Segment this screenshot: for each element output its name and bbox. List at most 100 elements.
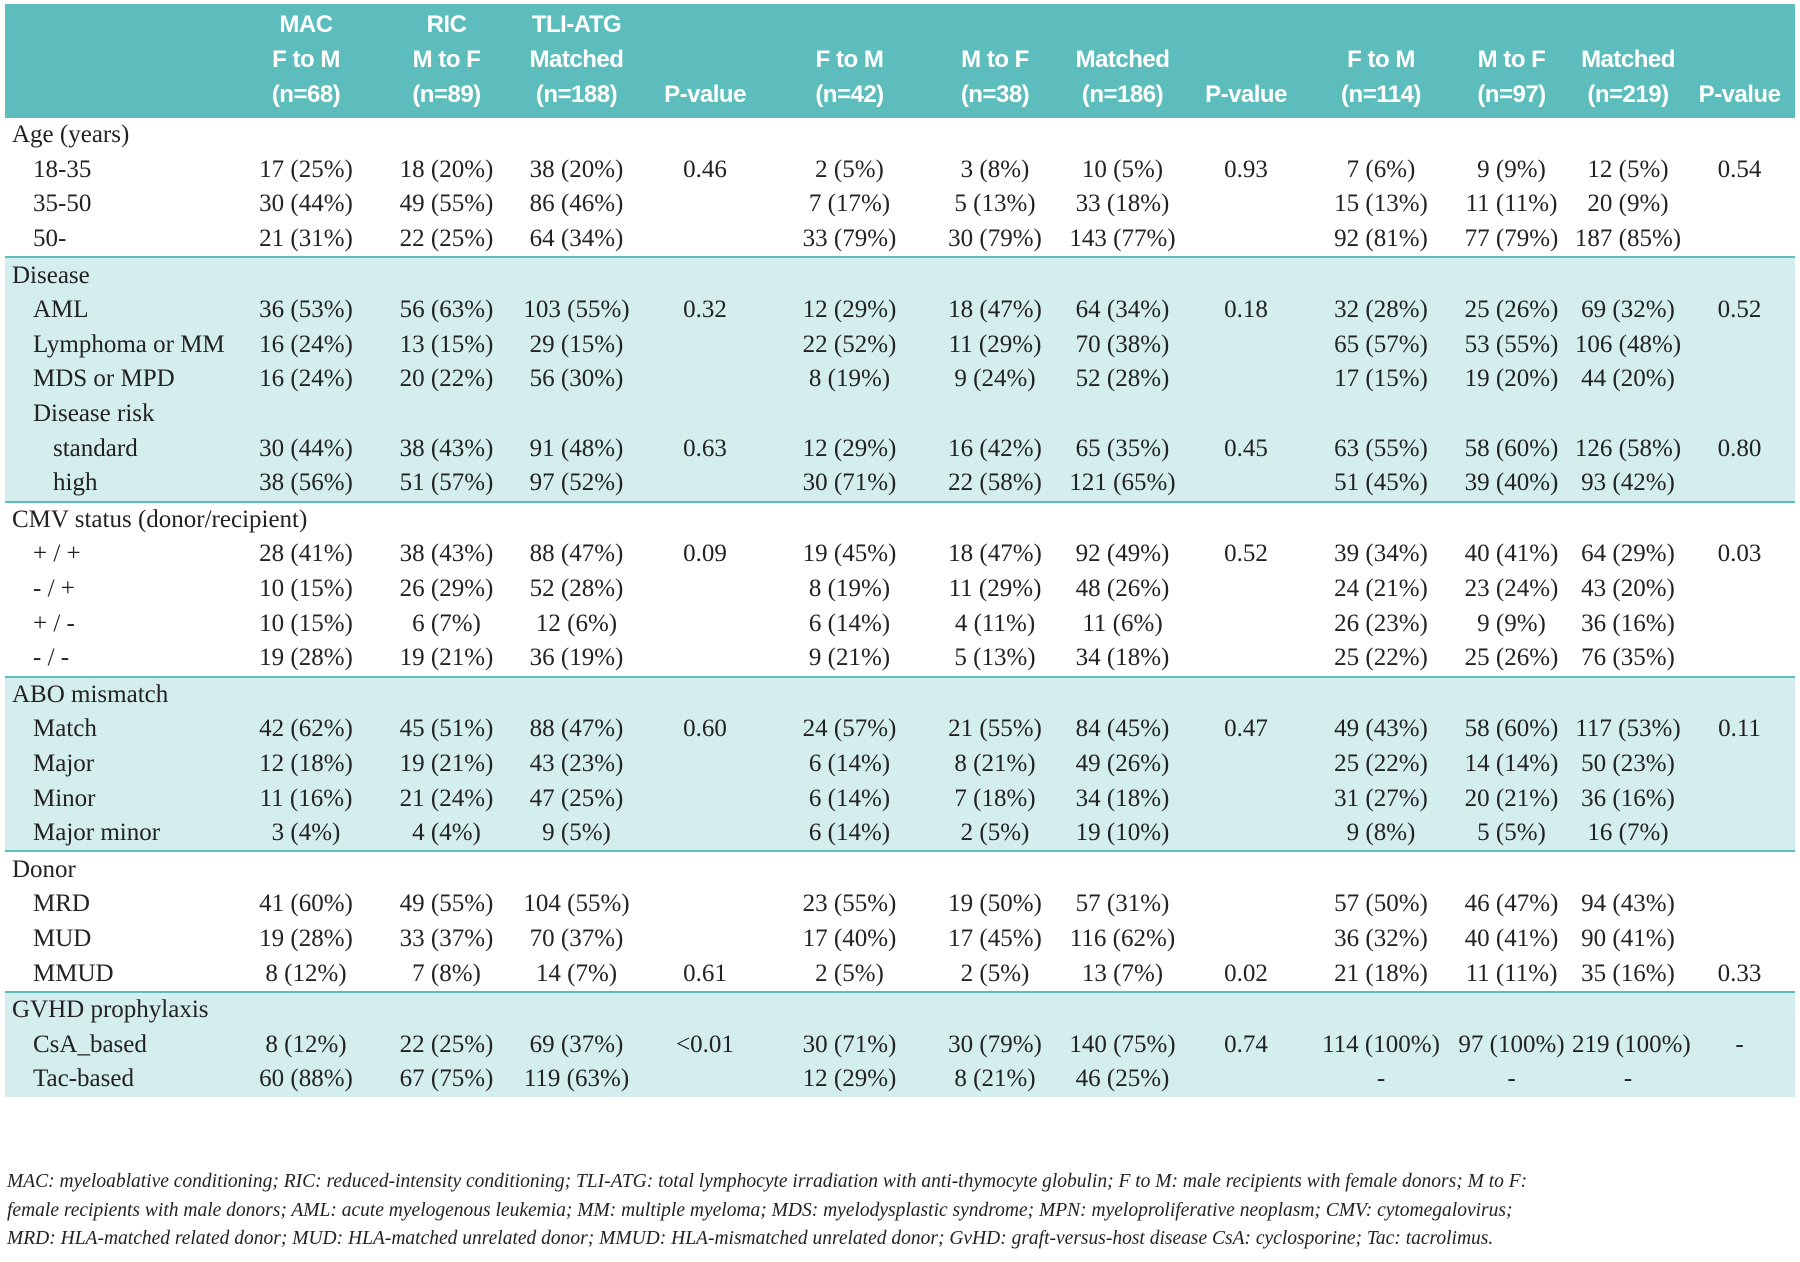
- row-label: 35-50: [33, 190, 92, 218]
- header-cell: P-value: [1181, 4, 1311, 117]
- cell: 41 (60%): [259, 890, 353, 918]
- cell: 9 (9%): [1477, 155, 1546, 183]
- row: MMUD 8 (12%) 7 (8%) 14 (7%) 0.61 2 (5%) 2 (5%)…: [5, 956, 1795, 992]
- cell: 19 (10%): [1064, 815, 1181, 852]
- cell: 104 (55%): [523, 890, 630, 918]
- cell: 0.74: [1181, 1027, 1311, 1063]
- footnote-line: MAC: myeloablative conditioning; RIC: re…: [7, 1171, 1528, 1192]
- row-label: - / -: [33, 644, 70, 672]
- cell: 33 (37%): [399, 924, 494, 952]
- section: Age (years) 18-35 17 (25%) 18 (20%) 38 (20%)…: [5, 117, 1795, 257]
- cell: 12 (18%): [235, 746, 377, 782]
- cell: 11 (11%): [1465, 959, 1558, 987]
- empty-cell: [1064, 676, 1181, 713]
- empty-cell: [1181, 502, 1311, 538]
- cell: 52 (28%): [529, 575, 624, 603]
- header-line: M to F: [1477, 46, 1546, 73]
- cell: 15 (13%): [1334, 190, 1428, 218]
- empty-cell: [1684, 502, 1795, 538]
- cell: 2 (5%): [815, 959, 884, 987]
- cell: 0.52: [1684, 292, 1795, 328]
- cell: 11 (29%): [926, 327, 1064, 363]
- empty-cell: [773, 676, 926, 713]
- cell: 8 (21%): [926, 746, 1064, 782]
- empty-cell: [773, 991, 926, 1028]
- cell: 0.32: [637, 292, 773, 328]
- empty-cell: [637, 187, 773, 222]
- empty-cell: [377, 257, 516, 293]
- cell: -: [1572, 1062, 1684, 1097]
- footnote-line: MRD: HLA-matched related donor; MUD: HLA…: [7, 1228, 1494, 1249]
- empty-cell: [377, 396, 516, 432]
- cell: 0.60: [637, 712, 773, 747]
- cell: 12 (29%): [773, 1062, 926, 1097]
- header-line: M to F: [961, 46, 1029, 73]
- header-line: F to M: [1347, 46, 1415, 73]
- empty-cell: [1181, 887, 1311, 922]
- empty-cell: [1684, 815, 1795, 852]
- cell: 19 (28%): [259, 644, 353, 672]
- empty-cell: [1572, 257, 1684, 293]
- cell: 21 (24%): [377, 781, 516, 816]
- cell: 23 (24%): [1464, 575, 1559, 603]
- empty-cell: [637, 991, 773, 1028]
- header-line: F to M: [815, 46, 884, 73]
- empty-cell: [1684, 606, 1795, 641]
- empty-cell: [773, 851, 926, 887]
- cell: 140 (75%): [1064, 1027, 1181, 1063]
- empty-cell: [516, 502, 637, 538]
- cell: 143 (77%): [1069, 225, 1176, 253]
- header-row: MAC F to M (n=68) RIC M to F (n=89) TLI-ATG Mat…: [5, 4, 1795, 117]
- cell: 51 (45%): [1311, 465, 1451, 502]
- empty-cell: [1684, 991, 1795, 1028]
- cell: 16 (42%): [926, 431, 1064, 466]
- cell: 38 (43%): [399, 540, 494, 568]
- cell: 88 (47%): [516, 712, 637, 747]
- empty-cell: [1451, 502, 1572, 538]
- cell: 16 (24%): [235, 327, 377, 363]
- cell: 187 (85%): [1574, 225, 1682, 253]
- cell: 30 (79%): [948, 225, 1042, 253]
- cell: 8 (19%): [808, 575, 891, 603]
- cell: 43 (20%): [1581, 575, 1675, 603]
- empty-cell: [1451, 396, 1572, 432]
- cell: 25 (26%): [1451, 292, 1572, 328]
- empty-cell: [773, 396, 926, 432]
- section-row: CMV status (donor/recipient): [5, 502, 1795, 538]
- empty-cell: [1064, 117, 1181, 153]
- empty-cell: [377, 991, 516, 1028]
- row-label: standard: [5, 431, 235, 466]
- empty-cell: [926, 991, 1064, 1028]
- cell: 70 (38%): [1064, 327, 1181, 363]
- cell: 65 (57%): [1311, 327, 1451, 363]
- cell: 0.09: [683, 540, 727, 568]
- cell: 88 (47%): [529, 540, 624, 568]
- empty-cell: [1684, 887, 1795, 922]
- header-line: P-value: [1205, 81, 1287, 108]
- empty-cell: [516, 396, 637, 432]
- cell: 25 (26%): [1464, 644, 1559, 672]
- empty-cell: [1181, 991, 1311, 1028]
- cell: 8 (12%): [265, 959, 347, 987]
- cell: 30 (71%): [773, 465, 926, 502]
- section-row: Age (years): [5, 117, 1795, 153]
- cell: 22 (25%): [377, 1027, 516, 1063]
- cell: 26 (23%): [1334, 609, 1428, 637]
- empty-cell: [516, 676, 637, 713]
- cell: 43 (23%): [516, 746, 637, 782]
- cell: 64 (29%): [1581, 540, 1675, 568]
- cell: 119 (63%): [516, 1062, 637, 1097]
- empty-cell: [1684, 465, 1795, 502]
- cell: 22 (52%): [773, 327, 926, 363]
- cell: 117 (53%): [1572, 712, 1684, 747]
- cell: 4 (11%): [954, 609, 1036, 637]
- cell: 9 (21%): [808, 644, 891, 672]
- empty-cell: [637, 572, 773, 607]
- header-line: MAC: [279, 11, 333, 38]
- row-label: + / +: [33, 540, 81, 568]
- cell: 57 (50%): [1334, 890, 1428, 918]
- cell: 219 (100%): [1572, 1027, 1691, 1063]
- empty-cell: [1451, 117, 1572, 153]
- row-label: + / -: [33, 609, 75, 637]
- cell: 7 (8%): [412, 959, 481, 987]
